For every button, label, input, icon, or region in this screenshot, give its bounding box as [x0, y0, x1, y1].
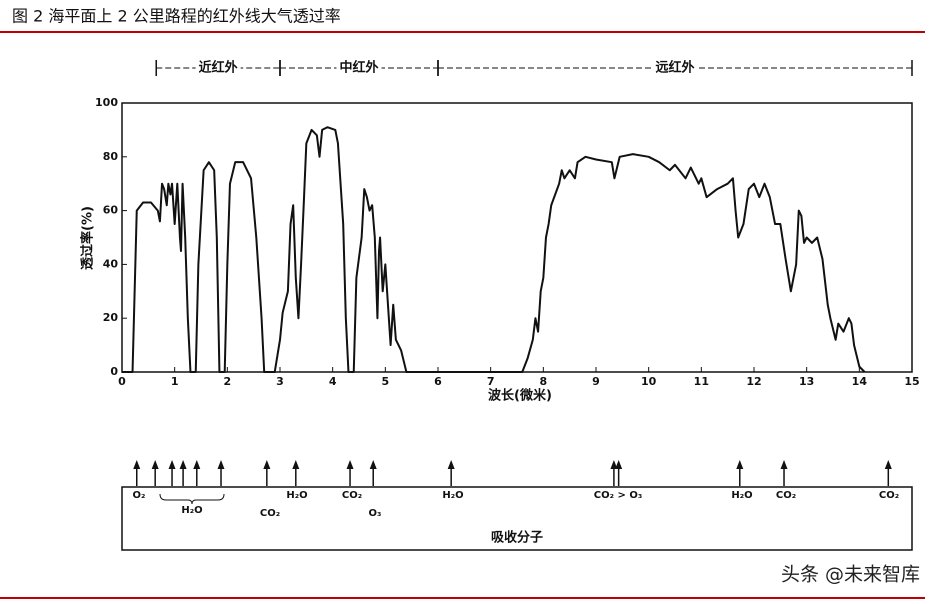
x-tick-label: 11	[694, 375, 709, 388]
absorption-arrowhead	[263, 460, 271, 469]
plot-frame	[121, 102, 913, 373]
band-label-bg	[195, 59, 241, 76]
molecule-label: H₂O	[731, 490, 752, 501]
absorption-arrowhead	[292, 460, 300, 469]
absorption-arrowhead	[780, 460, 788, 469]
x-tick-label: 10	[641, 375, 657, 388]
y-tick-label: 60	[103, 204, 119, 217]
absorption-arrowhead	[151, 460, 159, 469]
x-tick-label: 7	[487, 375, 495, 388]
y-tick-label: 100	[95, 96, 118, 109]
x-tick-label: 8	[540, 375, 548, 388]
x-tick-label: 9	[592, 375, 600, 388]
molecule-label: H₂O	[442, 490, 463, 501]
x-tick-label: 2	[224, 375, 232, 388]
band-label: 中红外	[339, 60, 378, 76]
absorption-arrowhead	[179, 460, 187, 469]
x-tick-label: 14	[852, 375, 868, 388]
x-tick-label: 3	[276, 375, 284, 388]
molecule-label: H₂O	[181, 505, 202, 516]
absorption-arrowhead	[346, 460, 354, 469]
absorption-arrowhead	[447, 460, 455, 469]
y-tick-label: 0	[110, 365, 118, 378]
molecule-label: CO₂ > O₃	[594, 490, 642, 501]
x-tick-label: 13	[799, 375, 814, 388]
band-label-bg	[652, 59, 698, 76]
watermark: 头条 @未来智库	[781, 564, 920, 586]
absorption-arrowhead	[217, 460, 225, 469]
absorption-arrowhead	[736, 460, 744, 469]
absorption-box	[121, 486, 913, 551]
molecule-label: CO₂	[342, 490, 362, 501]
band-label: 近红外	[199, 60, 238, 76]
x-tick-label: 5	[382, 375, 390, 388]
x-tick-label: 1	[171, 375, 179, 388]
transmission-line	[122, 126, 866, 373]
molecule-label: O₃	[369, 508, 382, 519]
absorption-arrowhead	[369, 460, 377, 469]
absorption-label: 吸收分子	[491, 530, 543, 546]
x-tick-label: 12	[746, 375, 761, 388]
absorption-arrowhead	[610, 460, 618, 469]
y-tick-label: 40	[103, 257, 119, 270]
x-tick-label: 4	[329, 375, 337, 388]
y-tick-label: 80	[103, 150, 119, 163]
y-tick-label: 20	[103, 311, 119, 324]
absorption-arrowhead	[133, 460, 141, 469]
absorption-arrowhead	[168, 460, 176, 469]
molecule-label: CO₂	[776, 490, 796, 501]
h2o-brace	[159, 493, 225, 505]
x-tick-label: 6	[434, 375, 442, 388]
molecule-label: CO₂	[879, 490, 899, 501]
y-axis-label: 透过率(%)	[80, 206, 96, 270]
absorption-arrowhead	[884, 460, 892, 469]
chart-title: 图 2 海平面上 2 公里路程的红外线大气透过率	[12, 7, 341, 26]
molecule-label: H₂O	[286, 490, 307, 501]
molecule-label: O₂	[133, 490, 146, 501]
band-label-bg	[336, 59, 382, 76]
x-axis-label: 波长(微米)	[488, 388, 552, 404]
absorption-arrowhead	[193, 460, 201, 469]
x-tick-label: 15	[904, 375, 919, 388]
absorption-arrowhead	[615, 460, 623, 469]
x-tick-label: 0	[118, 375, 126, 388]
molecule-label: CO₂	[260, 508, 280, 519]
band-label: 远红外	[655, 60, 694, 76]
